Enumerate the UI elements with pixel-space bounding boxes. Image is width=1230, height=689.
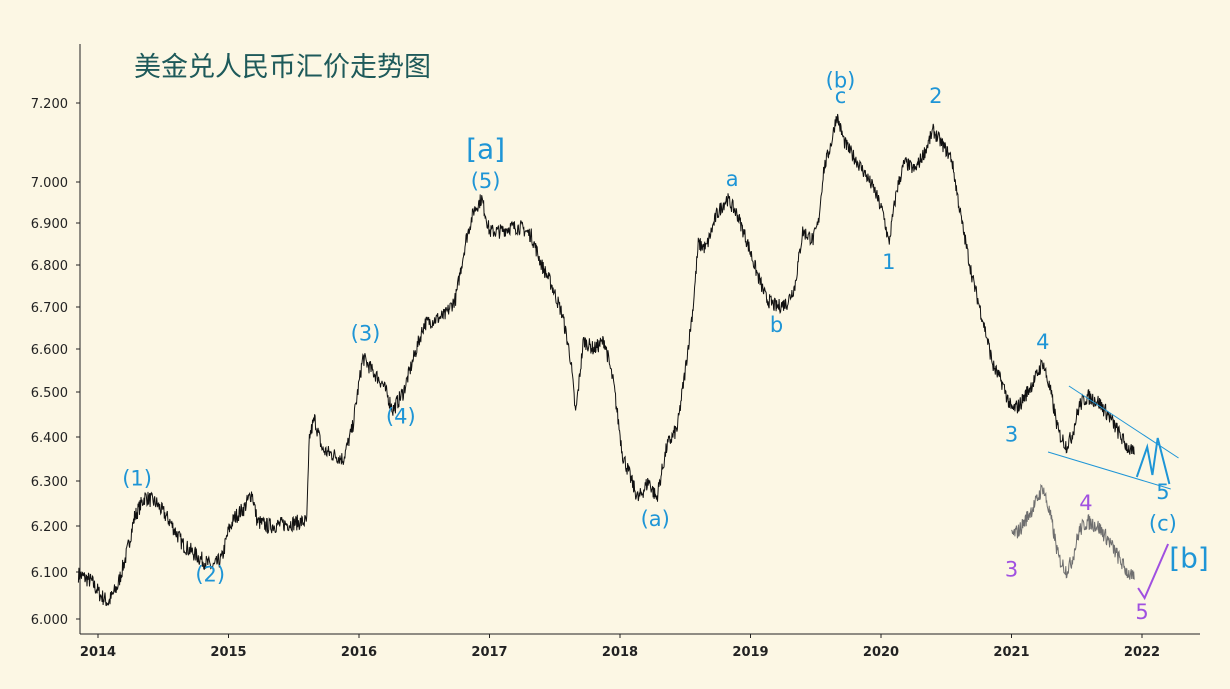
wave-label: 2 [929,84,942,108]
x-tick-label: 2015 [210,645,246,660]
y-tick-label: 7.000 [31,176,68,191]
wave-label: 1 [882,250,895,274]
wave-label: (5) [471,169,501,193]
x-tick-label: 2022 [1124,645,1160,660]
channel-upper-line [1068,385,1179,459]
wave-label: (2) [195,562,225,586]
wave-label: 3 [1005,422,1018,446]
x-tick-label: 2020 [863,645,899,660]
projection-purple-line [1137,543,1170,601]
x-tick-label: 2019 [732,645,768,660]
wave-label: (a) [641,507,670,531]
projection-marks [1011,385,1179,601]
wave-label: 5 [1156,480,1169,504]
y-tick-label: 7.200 [31,97,68,112]
channel-lower-line [1047,451,1171,490]
y-tick-label: 6.700 [31,301,68,316]
y-tick-label: 6.100 [31,566,68,581]
wave-label: (1) [122,467,152,491]
y-tick-label: 6.600 [31,343,68,358]
y-tick-label: 6.900 [31,217,68,232]
projection-blue-zigzag [1135,437,1171,485]
wave-label: 4 [1036,330,1049,354]
wave-label: a [726,167,739,191]
wave-label: c [835,84,847,108]
wave-label: (b) [826,68,856,92]
y-tick-label: 6.400 [31,431,68,446]
x-tick-label: 2014 [80,645,116,660]
wave-label: b [770,313,783,337]
wave-label: (c) [1149,512,1177,536]
wave-label: [b] [1169,541,1209,574]
chart-axes [79,44,1200,635]
wave-label: [a] [466,132,505,165]
price-series [77,113,1135,607]
x-tick-label: 2021 [993,645,1029,660]
wave-label: 5 [1135,600,1148,624]
y-tick-label: 6.300 [31,475,68,490]
wave-label: 3 [1005,558,1018,582]
y-tick-label: 6.500 [31,386,68,401]
x-tick-label: 2017 [471,645,507,660]
wave-label: (4) [386,405,416,429]
x-tick-label: 2018 [602,645,638,660]
y-tick-label: 6.800 [31,259,68,274]
chart-title: 美金兑人民币汇价走势图 [134,52,431,83]
projection-gray-line [1011,483,1135,580]
wave-label: (3) [351,322,381,346]
x-axis-ticks: 2014 2015 2016 2017 2018 2019 2020 2021 2022 [80,634,1160,660]
y-tick-label: 6.000 [31,613,68,628]
y-tick-label: 6.200 [31,520,68,535]
wave-annotations: (1) (2) (3) (4) (5) [a] (a) a b c(b) 1 2 3 4 5 (c) [b] 3 4… [122,68,1209,624]
y-axis-ticks: 6.000 6.100 6.200 6.300 6.400 6.500 6.600 6.700… [31,97,80,628]
price-line [77,113,1135,607]
x-tick-label: 2016 [341,645,377,660]
wave-label: 4 [1079,491,1092,515]
